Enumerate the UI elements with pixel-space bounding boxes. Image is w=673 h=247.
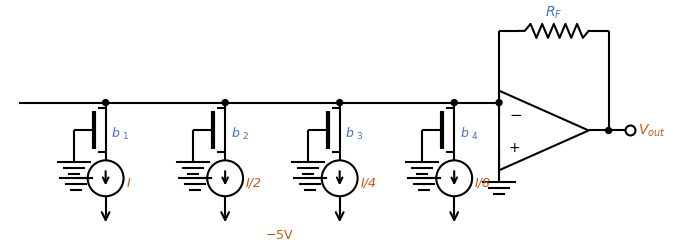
- Circle shape: [451, 100, 457, 105]
- Text: $R_F$: $R_F$: [545, 4, 563, 21]
- Circle shape: [103, 100, 108, 105]
- Text: b: b: [112, 127, 120, 141]
- Text: $V_{out}$: $V_{out}$: [639, 122, 666, 139]
- Text: $-5$V: $-5$V: [265, 228, 294, 242]
- Text: 2: 2: [242, 132, 248, 142]
- Text: I/4: I/4: [361, 177, 377, 190]
- Circle shape: [336, 100, 343, 105]
- Text: 1: 1: [122, 132, 129, 142]
- Text: 4: 4: [471, 132, 476, 142]
- Text: −: −: [509, 108, 522, 123]
- Text: I: I: [127, 177, 131, 190]
- Text: 3: 3: [357, 132, 362, 142]
- Text: b: b: [460, 127, 468, 141]
- Text: I/8: I/8: [475, 177, 491, 190]
- Text: +: +: [509, 141, 521, 155]
- Text: b: b: [231, 127, 239, 141]
- Text: I/2: I/2: [246, 177, 262, 190]
- Circle shape: [496, 100, 502, 105]
- Circle shape: [606, 127, 612, 133]
- Text: b: b: [346, 127, 353, 141]
- Circle shape: [222, 100, 228, 105]
